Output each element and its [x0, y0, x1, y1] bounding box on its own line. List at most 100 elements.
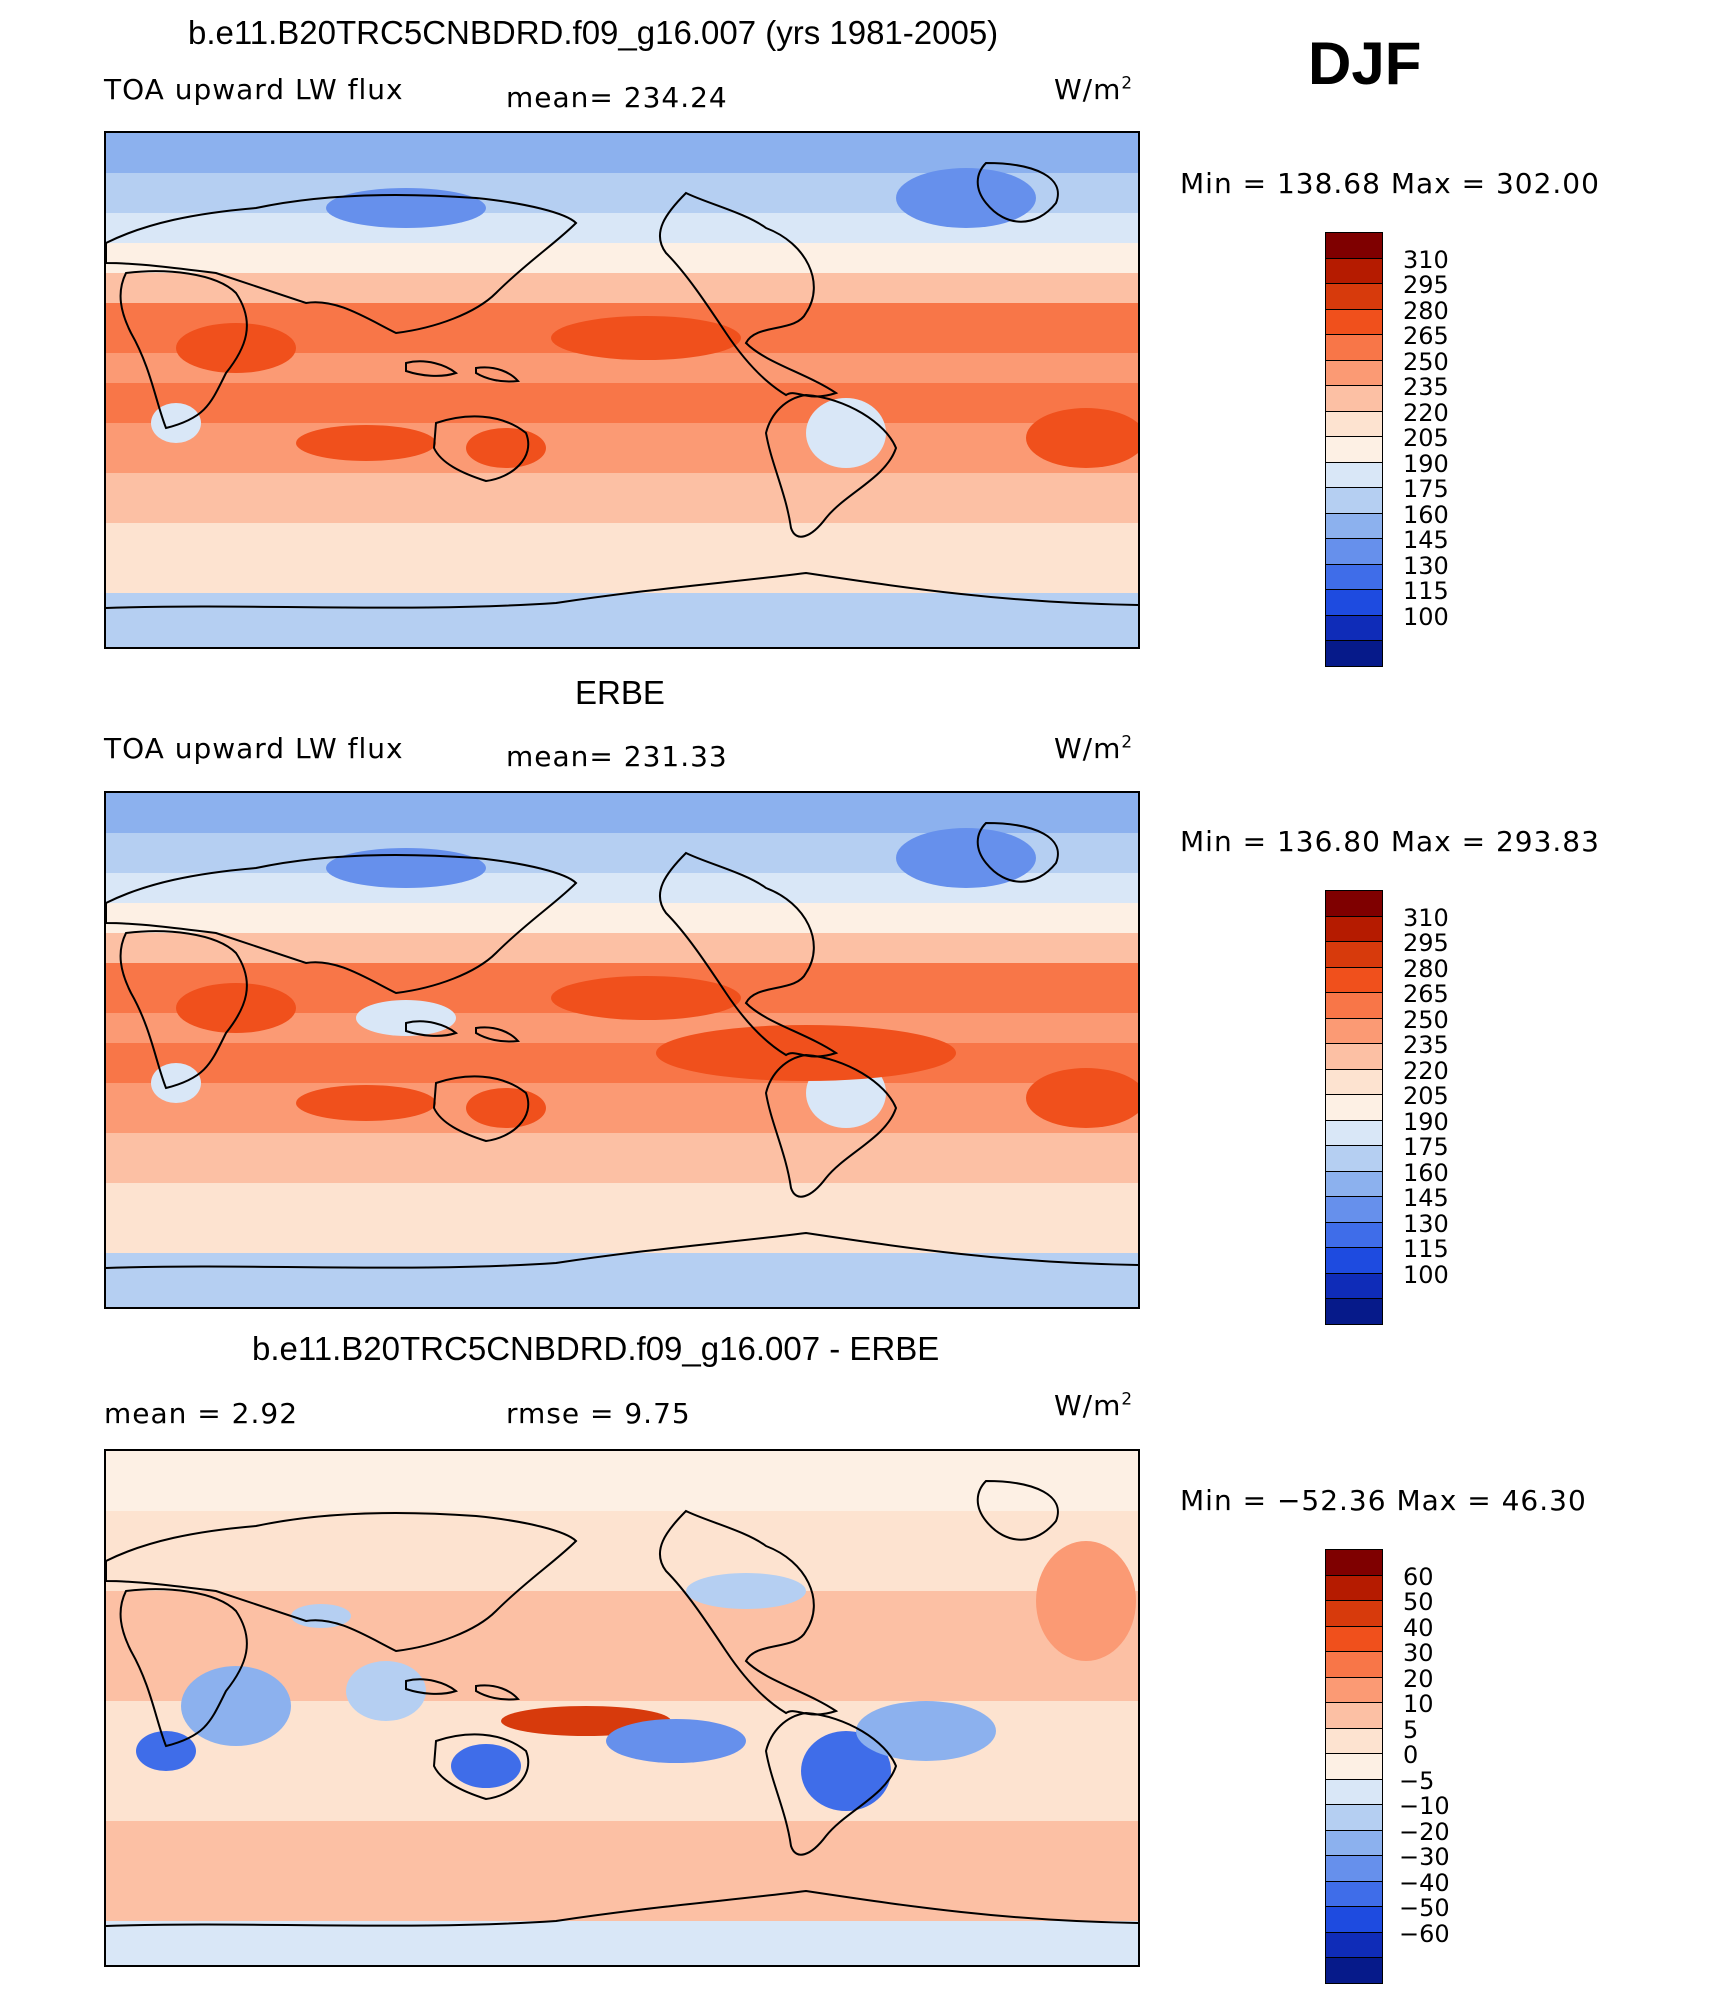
panel-1-minmax: Min = 138.68 Max = 302.00 — [1180, 167, 1600, 200]
coastline — [475, 366, 521, 383]
colorbar-swatch — [1325, 334, 1383, 361]
colorbar-tick-label: 0 — [1403, 1741, 1419, 1769]
colorbar-tick-label: 235 — [1403, 373, 1449, 401]
colorbar-tick-label: −30 — [1399, 1843, 1450, 1871]
panel-3-map — [104, 1449, 1140, 1967]
field-band — [106, 1043, 1138, 1083]
field-band — [106, 1451, 1138, 1511]
panel-1-units: W/m2 — [1054, 72, 1134, 106]
colorbar-swatch — [1325, 1017, 1383, 1044]
field-band — [106, 473, 1138, 523]
field-contour — [551, 976, 741, 1020]
panel-3-rmse-label: rmse = 9.75 — [506, 1397, 691, 1430]
panel-2-map-svg — [106, 793, 1138, 1307]
field-contour — [326, 188, 486, 228]
colorbar-swatch — [1325, 487, 1383, 514]
colorbar-swatch — [1325, 915, 1383, 942]
field-band — [106, 1253, 1138, 1307]
colorbar-swatch — [1325, 1727, 1383, 1754]
coastline — [432, 1075, 530, 1143]
colorbar-tick-label: 190 — [1403, 1107, 1449, 1136]
field-contour — [896, 168, 1036, 228]
colorbar-swatch — [1325, 538, 1383, 565]
field-contour — [451, 1744, 521, 1788]
colorbar-swatch — [1325, 1880, 1383, 1907]
field-band — [106, 1511, 1138, 1591]
panel-1-mean-label: mean= 234.24 — [506, 81, 728, 114]
field-band — [106, 793, 1138, 833]
field-contour — [656, 1025, 956, 1081]
colorbar-tick-label: 250 — [1403, 347, 1449, 376]
coastline — [764, 1053, 898, 1198]
colorbar-swatch — [1325, 1145, 1383, 1172]
colorbar-tick-label: 295 — [1403, 271, 1449, 299]
colorbar-swatch — [1325, 1272, 1383, 1299]
coastline — [432, 415, 530, 483]
panel-2-map — [104, 791, 1140, 1309]
field-contour — [606, 1719, 746, 1763]
panel-2-mean-label: mean= 231.33 — [506, 740, 728, 773]
colorbar-tick-label: 190 — [1403, 449, 1449, 478]
field-contour — [151, 1063, 201, 1103]
field-band — [106, 903, 1138, 933]
coastline — [475, 1026, 521, 1043]
colorbar-swatch — [1325, 1574, 1383, 1601]
colorbar-swatch — [1325, 890, 1383, 917]
colorbar-swatch — [1325, 1778, 1383, 1805]
panel-1-map-svg — [106, 133, 1138, 647]
field-contour — [181, 1666, 291, 1746]
field-contour — [296, 1085, 436, 1121]
field-contour — [806, 398, 886, 468]
panel-2-minmax: Min = 136.80 Max = 293.83 — [1180, 825, 1600, 858]
coastline — [106, 854, 578, 995]
coastline — [659, 851, 839, 1058]
colorbar-tick-label: 295 — [1403, 929, 1449, 957]
colorbar-swatch — [1325, 436, 1383, 463]
field-band — [106, 273, 1138, 303]
coastline — [976, 161, 1059, 223]
colorbar-swatch — [1325, 1651, 1383, 1678]
colorbar-swatch — [1325, 359, 1383, 386]
field-band — [106, 1921, 1138, 1965]
field-contour — [346, 1661, 426, 1721]
colorbar-tick-label: 175 — [1403, 475, 1449, 503]
colorbar-swatch — [1325, 257, 1383, 284]
field-contour — [136, 1731, 196, 1771]
field-contour — [686, 1573, 806, 1609]
panel-1-title: b.e11.B20TRC5CNBDRD.f09_g16.007 (yrs 198… — [188, 14, 999, 51]
coastline — [106, 1889, 1138, 1927]
colorbar-tick-label: 30 — [1403, 1639, 1434, 1667]
colorbar-swatch — [1325, 1068, 1383, 1095]
colorbar-tick-label: 160 — [1403, 500, 1449, 529]
colorbar-swatch — [1325, 1196, 1383, 1223]
colorbar-swatch — [1325, 1702, 1383, 1729]
colorbar-tick-label: 160 — [1403, 1158, 1449, 1187]
field-contour — [296, 425, 436, 461]
colorbar-tick-label: 115 — [1403, 1235, 1449, 1263]
colorbar-swatch — [1325, 1600, 1383, 1627]
coastline — [405, 1020, 459, 1037]
field-contour — [896, 828, 1036, 888]
colorbar-tick-label: 220 — [1403, 1056, 1449, 1085]
field-contour — [466, 1088, 546, 1128]
field-contour — [151, 403, 201, 443]
colorbar-tick-label: 175 — [1403, 1133, 1449, 1161]
colorbar-swatch — [1325, 1170, 1383, 1197]
field-contour — [551, 316, 741, 360]
colorbar-tick-label: 50 — [1403, 1588, 1434, 1616]
colorbar-swatch — [1325, 1957, 1383, 1984]
coastline — [976, 1479, 1059, 1541]
colorbar-tick-label: 5 — [1403, 1715, 1419, 1744]
panel-3-mean-label: mean = 2.92 — [104, 1397, 299, 1430]
panel-2-units: W/m2 — [1054, 731, 1134, 765]
colorbar-swatch — [1325, 461, 1383, 488]
field-band — [106, 933, 1138, 963]
field-band — [106, 593, 1138, 647]
colorbar-tick-label: −40 — [1399, 1868, 1450, 1897]
colorbar-swatch — [1325, 232, 1383, 259]
panel-3-minmax: Min = −52.36 Max = 46.30 — [1180, 1484, 1587, 1517]
colorbar-tick-label: 10 — [1403, 1690, 1434, 1718]
coastline — [659, 191, 839, 398]
colorbar-swatch — [1325, 512, 1383, 539]
colorbar-tick-label: 220 — [1403, 398, 1449, 427]
